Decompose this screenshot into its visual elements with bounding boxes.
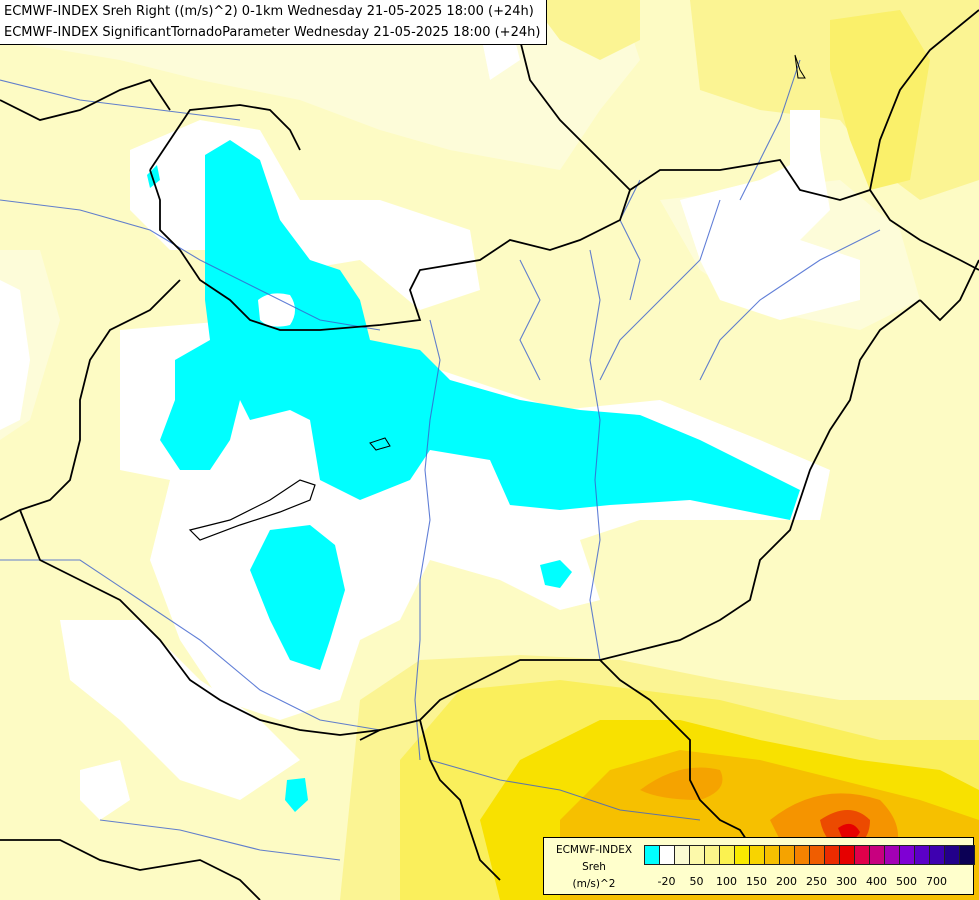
lake	[369, 437, 391, 451]
legend-swatch	[674, 845, 690, 865]
cyan-area-main	[160, 140, 800, 520]
cyan-area-small	[147, 165, 160, 188]
legend-tick-label: 400	[866, 875, 887, 888]
legend-swatch	[914, 845, 930, 865]
legend-swatch	[794, 845, 810, 865]
legend-tick-label: 100	[716, 875, 737, 888]
legend-swatch	[749, 845, 765, 865]
cyan-area-small	[285, 778, 308, 812]
white-area-west	[0, 280, 30, 430]
legend-swatch	[884, 845, 900, 865]
legend-swatch	[779, 845, 795, 865]
legend-title: ECMWF-INDEX	[555, 844, 633, 856]
legend-swatch	[719, 845, 735, 865]
map-title-box: ECMWF-INDEX Sreh Right ((m/s)^2) 0-1km W…	[0, 0, 548, 45]
white-area-small	[790, 110, 820, 170]
legend-swatch	[899, 845, 915, 865]
lake	[794, 54, 806, 79]
yellow-area-top	[530, 0, 640, 60]
white-hole-cyan	[258, 293, 295, 327]
red-area-south	[838, 823, 860, 841]
legend-tick-label: 500	[896, 875, 917, 888]
legend-swatch	[854, 845, 870, 865]
color-legend: ECMWF-INDEX Sreh (m/s)^2 -20 50 100 150 200 2…	[543, 837, 975, 895]
title-line-sreh: ECMWF-INDEX Sreh Right ((m/s)^2) 0-1km W…	[4, 4, 534, 19]
orange-area-south	[640, 767, 723, 800]
title-line-stp: ECMWF-INDEX SignificantTornadoParameter …	[4, 25, 541, 40]
legend-swatch	[959, 845, 975, 865]
legend-tick-label: 150	[746, 875, 767, 888]
legend-swatch	[929, 845, 945, 865]
legend-tick-label: 300	[836, 875, 857, 888]
cyan-area-southwest	[250, 525, 345, 670]
yellow-area-northeast	[830, 10, 930, 190]
legend-swatch	[839, 845, 855, 865]
legend-tick-label: 700	[926, 875, 947, 888]
legend-swatch	[659, 845, 675, 865]
white-area-southwest	[60, 620, 300, 800]
white-area-south	[80, 760, 130, 820]
legend-swatch	[689, 845, 705, 865]
legend-swatch	[824, 845, 840, 865]
white-area-northeast	[680, 150, 860, 320]
legend-swatch	[644, 845, 660, 865]
legend-tick-label: 200	[776, 875, 797, 888]
legend-tick-label: 50	[689, 875, 704, 888]
cyan-area-small	[540, 560, 572, 588]
legend-tick-label: 250	[806, 875, 827, 888]
legend-swatch	[734, 845, 750, 865]
legend-swatch	[704, 845, 720, 865]
legend-swatch	[764, 845, 780, 865]
legend-swatch	[869, 845, 885, 865]
legend-units: (m/s)^2	[572, 878, 616, 890]
legend-tick-label: -20	[657, 875, 676, 888]
lake-balaton	[188, 479, 316, 541]
legend-swatch	[809, 845, 825, 865]
legend-swatch	[944, 845, 960, 865]
rivers	[0, 59, 881, 861]
legend-variable: Sreh	[582, 861, 606, 873]
